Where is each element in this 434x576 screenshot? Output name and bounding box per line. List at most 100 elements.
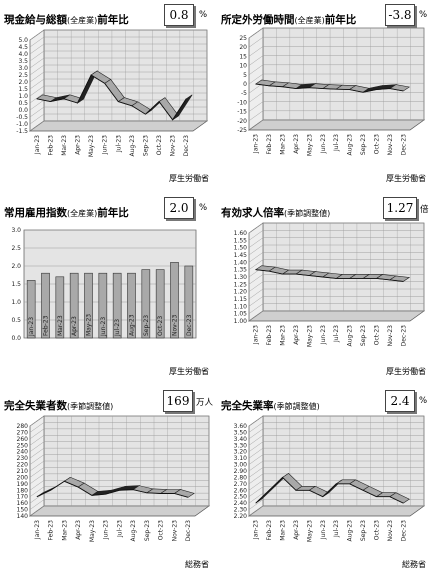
bar (69, 272, 79, 339)
x-tick-label: Mar-23 (280, 325, 287, 346)
x-tick-label: Mar-23 (61, 520, 68, 541)
x-tick-label: May-23 (89, 520, 96, 542)
x-tick-label: Jul-23 (114, 319, 121, 337)
y-tick-label: -1.0 (16, 121, 28, 128)
y-tick-label: 210 (17, 468, 29, 475)
x-tick-label: Dec-23 (183, 135, 190, 157)
x-tick-label: Feb-23 (266, 325, 273, 346)
x-tick-label: Nov-23 (387, 325, 394, 347)
y-tick-label: 1.30 (234, 274, 248, 281)
chart-svg: 0.0 0.5 1.0 1.5 2.0 2.5 3.0 Jan-23 Feb-23 Mar-23 A… (11, 227, 197, 342)
unit-label: % (199, 203, 208, 213)
y-tick-label: 170 (17, 494, 29, 501)
x-tick-label: Feb-23 (43, 315, 50, 336)
x-tick-label: Dec-23 (400, 325, 407, 347)
value-box: -3.8 (385, 4, 415, 26)
chart-svg: -1.5-1.0-0.50.00.51.01.52.02.53.03.54.04… (16, 29, 209, 157)
x-tick-label: Oct-23 (158, 520, 165, 540)
x-tick-label: Jan-23 (28, 317, 35, 337)
bar (112, 272, 122, 339)
source-label: 厚生労働省 (386, 174, 426, 183)
y-tick-label: 190 (17, 481, 29, 488)
y-tick-label: 0.5 (18, 100, 28, 107)
y-tick-label: 0.0 (11, 335, 21, 342)
series-line (255, 269, 404, 282)
x-tick-label: Oct-23 (373, 325, 380, 345)
value-box: 2.4 (385, 390, 415, 412)
x-tick-label: Feb-23 (266, 134, 273, 155)
bar (127, 272, 136, 339)
y-tick-label: 180 (17, 487, 29, 494)
y-tick-label: 1.10 (234, 303, 248, 310)
panel-overtime-hours: 所定外労働時間(全産業)前年比 -3.8 % -25 -20 -15 -10 -5 0 5 1… (217, 0, 434, 190)
source-label: 総務省 (402, 560, 426, 569)
y-tick-label: -20 (237, 118, 247, 125)
x-tick-label: Dec-23 (400, 134, 407, 156)
x-tick-label: Aug-23 (129, 135, 136, 157)
x-tick-label: Sep-23 (142, 135, 149, 156)
y-tick-label: 5 (243, 72, 247, 79)
y-tick-label: 1.5 (11, 281, 21, 288)
x-tick-label: Mar-23 (61, 135, 68, 156)
x-tick-label: Nov-23 (171, 520, 178, 542)
y-tick-label: 10 (239, 63, 247, 70)
floor (247, 119, 426, 131)
bar (170, 262, 179, 339)
x-tick-label: Oct-23 (373, 520, 380, 540)
unit-label: % (199, 10, 208, 20)
unit-label: 万人 (196, 398, 214, 408)
x-tick-label: Apr-23 (293, 520, 300, 540)
source-label: 厚生労働省 (169, 367, 209, 376)
y-tick-label: 2.70 (234, 481, 248, 488)
x-tick-label: Nov-23 (172, 314, 179, 336)
bar (184, 265, 194, 339)
x-tick-label: Sep-23 (360, 134, 367, 155)
x-tick-label: Jul-23 (115, 135, 122, 153)
bar (55, 276, 65, 339)
panel-title: 完全失業者数(季節調整値) (4, 400, 114, 412)
x-tick-label: Aug-23 (347, 325, 354, 347)
y-tick-label: 250 (17, 442, 29, 449)
y-tick-label: 150 (17, 507, 29, 514)
y-tick-label: 1.0 (18, 93, 28, 100)
y-tick-label: 3.50 (234, 429, 248, 436)
y-tick-label: 2.80 (234, 474, 248, 481)
y-tick-label: 4.0 (18, 51, 28, 58)
y-tick-label: 1.20 (234, 289, 248, 296)
x-tick-label: Mar-23 (280, 520, 287, 541)
series-line (255, 83, 404, 93)
bar (26, 280, 36, 339)
bar (84, 272, 93, 339)
x-tick-label: Jun-23 (320, 325, 327, 345)
value-box: 2.0 (164, 197, 194, 219)
x-tick-label: Nov-23 (387, 520, 394, 542)
unit-label: 倍 (420, 205, 429, 215)
panel-cash-earnings: 現金給与総額(全産業)前年比 0.8 % -1.5 -1.0 -0.5 0.0 0.5 1… (0, 0, 217, 190)
x-tick-label: Dec-23 (400, 520, 407, 542)
y-tick-label: 1.5 (18, 86, 28, 93)
x-tick-label: Apr-23 (75, 520, 82, 540)
y-tick-label: 1.40 (234, 259, 248, 266)
x-tick-label: Feb-23 (266, 520, 273, 541)
y-tick-label: 2.20 (234, 513, 248, 520)
y-tick-label: 1.50 (234, 245, 248, 252)
source-label: 総務省 (185, 560, 209, 569)
x-tick-label: Oct-23 (373, 134, 380, 154)
y-tick-label: 1.25 (234, 281, 248, 288)
x-tick-label: Jul-23 (333, 520, 340, 538)
y-tick-label: 3.0 (11, 227, 21, 234)
bar (141, 269, 151, 339)
x-tick-label: Jul-23 (116, 520, 123, 538)
y-tick-label: 2.60 (234, 487, 248, 494)
x-tick-label: Sep-23 (143, 315, 150, 336)
chart-svg: 2.202.302.402.502.602.702.802.903.003.10… (234, 415, 426, 542)
y-tick-label: 2.5 (11, 245, 21, 252)
y-tick-label: -15 (237, 109, 247, 116)
x-tick-label: Feb-23 (47, 135, 54, 156)
x-tick-label: Jun-23 (103, 520, 110, 540)
chart-svg: 1.001.051.101.151.201.251.301.351.401.45… (234, 222, 426, 347)
source-label: 厚生労働省 (169, 174, 209, 183)
value-box: 1.27 (383, 197, 417, 219)
x-tick-label: Mar-23 (57, 315, 64, 336)
floor (247, 310, 426, 322)
